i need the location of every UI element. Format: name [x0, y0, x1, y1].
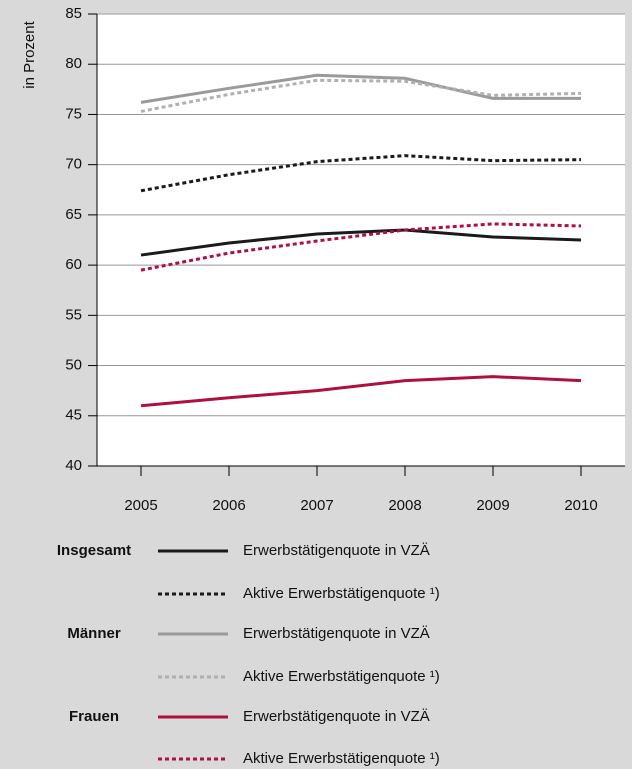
- y-tick-label: 75: [65, 105, 82, 122]
- legend-label: Aktive Erwerbstätigenquote ¹): [243, 750, 440, 767]
- series-line: [140, 228, 582, 257]
- legend-label: Erwerbstätigenquote in VZÄ: [243, 625, 430, 642]
- legend-label: Erwerbstätigenquote in VZÄ: [243, 542, 430, 559]
- legend-group-label: Frauen: [69, 708, 119, 725]
- y-tick-label: 80: [65, 55, 82, 72]
- y-tick-label: 65: [65, 206, 82, 223]
- legend-group-label: Männer: [67, 625, 121, 642]
- y-tick-label: 60: [65, 256, 82, 273]
- legend-label: Aktive Erwerbstätigenquote ¹): [243, 585, 440, 602]
- plot-area: [97, 14, 625, 466]
- legend-group-label: Insgesamt: [57, 542, 131, 559]
- series-line: [140, 73, 581, 104]
- y-tick-label: 50: [65, 357, 82, 374]
- legend-label: Aktive Erwerbstätigenquote ¹): [243, 668, 440, 685]
- legend-label: Erwerbstätigenquote in VZÄ: [243, 708, 430, 725]
- x-tick-label: 2005: [124, 497, 157, 514]
- x-tick-label: 2006: [212, 497, 245, 514]
- y-tick-label: 40: [65, 457, 82, 474]
- y-tick-label: 85: [65, 5, 82, 22]
- y-axis-label: in Prozent: [21, 20, 38, 88]
- y-tick-label: 70: [65, 156, 82, 173]
- series-line: [140, 375, 582, 408]
- x-tick-label: 2008: [388, 497, 421, 514]
- x-tick-label: 2010: [564, 497, 597, 514]
- x-tick-label: 2009: [476, 497, 509, 514]
- x-tick-label: 2007: [300, 497, 333, 514]
- y-tick-label: 55: [65, 306, 82, 323]
- y-tick-label: 45: [65, 407, 82, 424]
